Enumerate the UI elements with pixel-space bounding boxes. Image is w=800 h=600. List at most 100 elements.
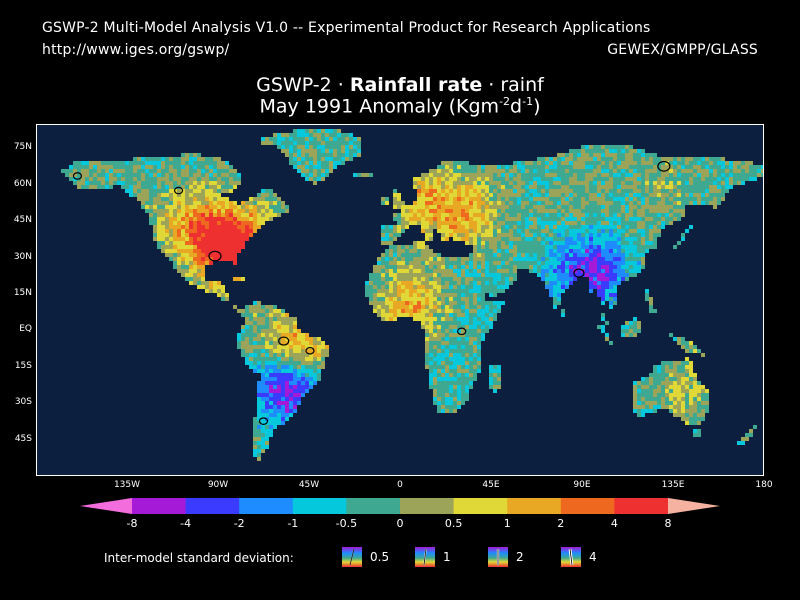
land-cell [289, 141, 293, 145]
land-cell [381, 265, 385, 269]
land-cell [513, 277, 517, 281]
land-cell [581, 213, 585, 217]
land-cell [457, 189, 461, 193]
land-cell [181, 273, 185, 277]
land-cell [265, 361, 269, 365]
land-cell [617, 233, 621, 237]
land-cell [125, 189, 129, 193]
land-cell [169, 209, 173, 213]
land-cell [281, 149, 285, 153]
land-cell [649, 305, 653, 309]
land-cell [185, 201, 189, 205]
land-cell [605, 185, 609, 189]
land-cell [577, 189, 581, 193]
land-cell [625, 189, 629, 193]
land-cell [305, 381, 309, 385]
land-cell [661, 217, 665, 221]
land-cell [685, 165, 689, 169]
land-cell [581, 161, 585, 165]
land-cell [573, 229, 577, 233]
land-cell [285, 353, 289, 357]
land-cell [349, 153, 353, 157]
land-cell [553, 249, 557, 253]
land-cell [213, 281, 217, 285]
land-cell [429, 369, 433, 373]
land-cell [597, 165, 601, 169]
land-cell [705, 197, 709, 201]
land-cell [485, 217, 489, 221]
land-cell [401, 265, 405, 269]
land-cell [181, 261, 185, 265]
land-cell [353, 153, 357, 157]
land-cell [657, 189, 661, 193]
land-cell [561, 189, 565, 193]
header-url[interactable]: http://www.iges.org/gswp/ [42, 42, 230, 58]
land-cell [489, 325, 493, 329]
land-cell [393, 313, 397, 317]
land-cell [185, 157, 189, 161]
land-cell [577, 169, 581, 173]
land-cell [513, 249, 517, 253]
land-cell [661, 161, 665, 165]
land-cell [237, 345, 241, 349]
land-cell [325, 129, 329, 133]
land-cell [425, 209, 429, 213]
land-cell [557, 233, 561, 237]
land-cell [265, 329, 269, 333]
land-cell [557, 293, 561, 297]
land-cell [529, 225, 533, 229]
land-cell [425, 345, 429, 349]
land-cell [277, 353, 281, 357]
land-cell [569, 181, 573, 185]
land-cell [429, 365, 433, 369]
land-cell [173, 257, 177, 261]
land-cell [509, 201, 513, 205]
land-cell [317, 345, 321, 349]
std-dev-contour [305, 346, 315, 355]
land-cell [669, 397, 673, 401]
land-cell [173, 221, 177, 225]
land-cell [537, 225, 541, 229]
land-cell [469, 325, 473, 329]
land-cell [621, 261, 625, 265]
land-cell [225, 205, 229, 209]
land-cell [609, 233, 613, 237]
land-cell [429, 209, 433, 213]
land-cell [541, 209, 545, 213]
land-cell [597, 201, 601, 205]
land-cell [469, 293, 473, 297]
land-cell [701, 417, 705, 421]
land-cell [637, 253, 641, 257]
land-cell [449, 385, 453, 389]
land-cell [717, 201, 721, 205]
land-cell [289, 161, 293, 165]
land-cell [433, 253, 437, 257]
land-cell [673, 185, 677, 189]
land-cell [253, 201, 257, 205]
land-cell [485, 273, 489, 277]
land-cell [473, 201, 477, 205]
land-cell [421, 265, 425, 269]
land-cell [489, 193, 493, 197]
land-cell [425, 265, 429, 269]
land-cell [597, 169, 601, 173]
land-cell [465, 281, 469, 285]
land-cell [525, 197, 529, 201]
land-cell [465, 209, 469, 213]
land-cell [625, 225, 629, 229]
colorbar-min-arrow [80, 498, 132, 514]
land-cell [405, 265, 409, 269]
land-cell [473, 205, 477, 209]
land-cell [553, 293, 557, 297]
land-cell [601, 161, 605, 165]
land-cell [269, 333, 273, 337]
land-cell [301, 357, 305, 361]
land-cell [549, 241, 553, 245]
land-cell [401, 293, 405, 297]
land-cell [521, 197, 525, 201]
land-cell [265, 425, 269, 429]
land-cell [449, 329, 453, 333]
land-cell [701, 413, 705, 417]
land-cell [153, 181, 157, 185]
land-cell [441, 377, 445, 381]
